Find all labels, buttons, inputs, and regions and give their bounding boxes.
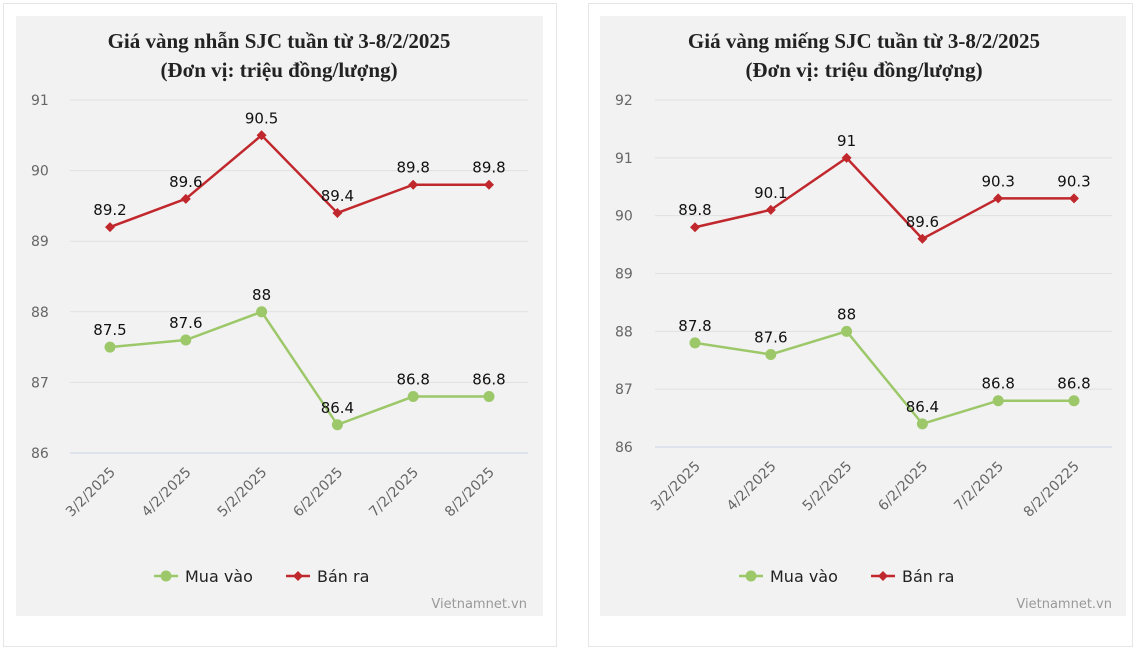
y-tick-label: 91 [31,93,49,109]
chart-2: Giá vàng miếng SJC tuần từ 3-8/2/2025 (Đơ… [588,3,1133,647]
legend-label: Bán ra [317,567,369,586]
data-point [484,179,494,190]
data-point [256,130,267,141]
data-point [690,222,700,233]
legend-marker [160,570,172,582]
data-point [917,233,928,244]
data-point [104,341,116,353]
plot-background [16,16,543,616]
y-tick-label: 89 [615,267,633,283]
y-tick-label: 92 [615,93,633,109]
data-point [689,337,701,349]
watermark: Vietnamnet.vn [431,597,527,612]
chart-1: Giá vàng nhẫn SJC tuần từ 3-8/2/2025 (Đơn… [3,3,557,647]
data-label: 90.1 [754,184,787,202]
data-point [407,391,419,403]
data-label: 86.8 [396,371,429,389]
data-label: 89.8 [396,159,429,177]
y-tick-label: 88 [615,324,633,340]
data-label: 86.8 [472,371,505,389]
data-label: 88 [252,286,271,304]
y-tick-label: 90 [31,164,49,180]
data-label: 90.3 [1057,172,1090,190]
data-point [992,395,1004,407]
data-point [841,325,853,337]
legend-marker [745,570,757,582]
legend-label: Mua vào [770,567,838,586]
chart-title-line: (Đơn vị: triệu đồng/lượng) [745,58,982,82]
data-label: 89.8 [678,201,711,219]
y-tick-label: 87 [31,375,49,391]
chart-title-line: Giá vàng miếng SJC tuần từ 3-8/2/2025 [688,29,1040,53]
data-label: 89.4 [321,187,354,205]
legend-label: Bán ra [902,567,954,586]
data-point [483,391,495,403]
watermark: Vietnamnet.vn [1016,597,1112,612]
y-tick-label: 91 [615,151,633,167]
y-tick-label: 87 [615,382,633,398]
data-label: 87.8 [678,317,711,335]
series-line [694,329,1074,426]
data-label: 86.4 [906,398,939,416]
data-point [408,179,419,190]
data-point [765,348,777,360]
y-tick-label: 90 [615,209,633,225]
y-tick-label: 89 [31,234,49,250]
data-label: 89.8 [472,159,505,177]
series-line [109,133,489,229]
data-label: 87.5 [93,321,126,339]
data-point [180,334,192,346]
y-tick-label: 86 [31,446,49,462]
data-label: 86.4 [321,399,354,417]
data-point [841,152,852,163]
data-point [105,222,115,233]
chart-title-line: Giá vàng nhẫn SJC tuần từ 3-8/2/2025 [108,29,451,53]
series-line [694,156,1074,241]
data-point [1068,395,1080,407]
data-point [332,207,343,218]
data-label: 90.3 [981,172,1014,190]
data-point [916,418,928,430]
y-tick-label: 88 [31,305,49,321]
legend-marker [878,571,888,581]
chart-title-line: (Đơn vị: triệu đồng/lượng) [160,58,397,82]
data-label: 87.6 [754,328,787,346]
data-point [256,306,268,318]
data-label: 86.8 [981,375,1014,393]
data-point [1069,193,1079,204]
data-point [765,204,776,215]
data-label: 89.6 [169,173,202,191]
data-point [331,419,343,431]
data-label: 90.5 [245,109,278,127]
data-point [180,193,191,204]
data-label: 86.8 [1057,375,1090,393]
series-line [109,310,489,427]
data-label: 88 [837,305,856,323]
legend-label: Mua vào [185,567,253,586]
data-label: 91 [837,132,856,150]
data-label: 87.6 [169,314,202,332]
data-point [993,193,1004,204]
legend-marker [293,571,303,581]
data-label: 89.6 [906,213,939,231]
data-label: 89.2 [93,201,126,219]
y-tick-label: 86 [615,440,633,456]
plot-background [600,16,1126,616]
